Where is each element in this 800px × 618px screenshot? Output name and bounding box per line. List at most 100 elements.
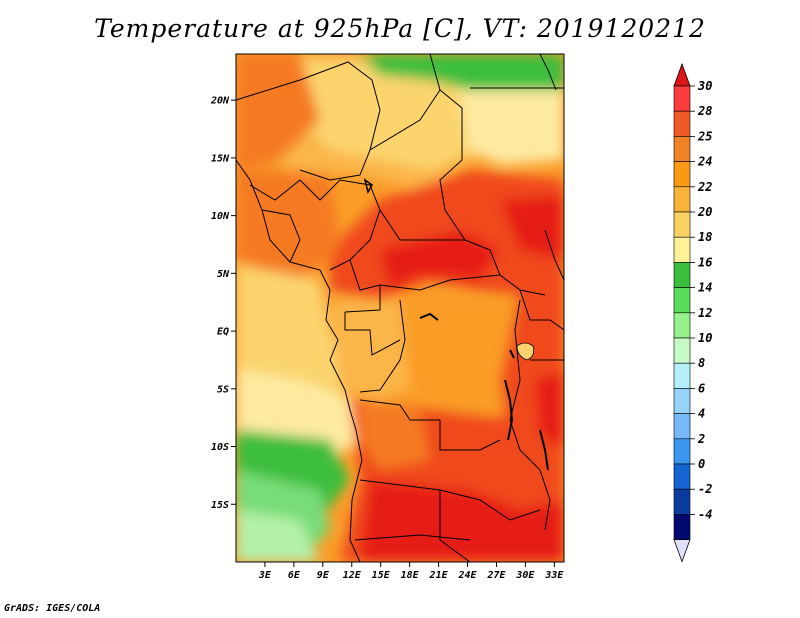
- colorbar-label: 18: [698, 230, 712, 244]
- lon-tick-label: 30E: [515, 570, 535, 581]
- lon-tick-label: 24E: [457, 570, 477, 581]
- border-congo-drc: [359, 299, 406, 393]
- colorbar-swatch: [673, 438, 691, 465]
- colorbar-swatch: [673, 337, 691, 364]
- lat-tick-label: 15N: [211, 153, 230, 164]
- lat-tick-label: 10N: [211, 211, 230, 222]
- country-borders: [236, 54, 564, 562]
- colorbar-swatch: [673, 287, 691, 314]
- colorbar-label: 22: [697, 180, 712, 194]
- colorbar-swatch: [673, 85, 691, 112]
- lat-tick-label: 5N: [217, 269, 230, 280]
- colorbar-swatch: [673, 463, 691, 490]
- colorbar-swatch: [673, 236, 691, 263]
- border-mozambique: [519, 449, 551, 531]
- colorbar-swatch: [673, 413, 691, 440]
- field-west-coast-orange: [236, 170, 340, 280]
- colorbar-label: 12: [698, 306, 712, 320]
- colorbar-swatch: [673, 362, 691, 389]
- colorbar-label: 20: [697, 205, 712, 219]
- field-nw-orange: [236, 54, 320, 170]
- lon-tick-label: 21E: [429, 570, 449, 581]
- colorbar-label: 14: [698, 281, 712, 295]
- lon-tick-label: 12E: [343, 570, 362, 581]
- field-libya-green: [360, 54, 564, 90]
- border-west-africa-1: [249, 179, 301, 201]
- colorbar-swatch: [673, 262, 691, 288]
- colorbar-label: 8: [698, 356, 705, 370]
- map-frame: [235, 53, 565, 563]
- lake-malawi: [539, 429, 549, 471]
- field-angola-orange: [360, 400, 430, 470]
- field-east-very-hot: [500, 195, 564, 260]
- border-car-drc: [379, 274, 501, 291]
- border-cameroon: [344, 259, 381, 313]
- lat-tick-label: 15S: [211, 500, 229, 511]
- border-angola-north: [359, 399, 440, 421]
- border-botswana: [439, 490, 471, 562]
- lon-tick-label: 9E: [317, 570, 330, 581]
- border-west-africa-2: [261, 209, 301, 263]
- map-title: Temperature at 925hPa [C], VT: 201912021…: [94, 14, 706, 43]
- border-angola-namibia: [359, 479, 441, 491]
- colorbar-bottom-arrow: [673, 539, 691, 563]
- lon-tick-label: 33E: [544, 570, 564, 581]
- lake-kivu: [509, 349, 515, 359]
- border-libya-chad: [429, 54, 463, 160]
- colorbar-swatch: [673, 388, 691, 414]
- border-drc-east: [509, 299, 521, 451]
- colorbar-swatch: [673, 136, 691, 162]
- colorbar-swatch: [673, 514, 691, 540]
- colorbar-label: 2: [697, 432, 705, 446]
- border-niger: [299, 89, 441, 181]
- border-ethiopia: [544, 229, 564, 281]
- coastline-west: [236, 159, 363, 562]
- red-sea-coast: [539, 54, 557, 91]
- colorbar-swatch: [673, 110, 691, 137]
- field-southern-africa-very-hot: [360, 480, 564, 562]
- lake-tanganyika: [504, 379, 514, 441]
- temperature-field: [236, 54, 564, 562]
- lat-tick-label: EQ: [217, 327, 229, 338]
- field-sahara-yellow: [300, 60, 480, 170]
- colorbar-swatch: [673, 211, 691, 238]
- field-ne-pale: [460, 85, 564, 165]
- colorbar-label: -4: [698, 507, 712, 521]
- lat-tick-label: 5S: [217, 384, 229, 395]
- field-central-very-hot: [380, 230, 500, 290]
- colorbar-swatch: [673, 186, 691, 213]
- lon-tick-label: 6E: [288, 570, 301, 581]
- colorbar-swatch: [673, 312, 691, 339]
- border-uganda-kenya: [519, 289, 564, 331]
- colorbar-label: 24: [697, 155, 712, 169]
- border-congo-gabon: [344, 312, 401, 356]
- border-sudan-chad: [439, 159, 466, 241]
- colorbar-label: 10: [698, 331, 712, 345]
- lat-axis: 20N 15N 10N 5N EQ 5S 10S 15S: [210, 96, 236, 511]
- border-algeria-mali: [236, 61, 381, 151]
- lon-tick-label: 3E: [258, 570, 272, 581]
- grads-credit: GrADS: IGES/COLA: [4, 603, 101, 614]
- lon-tick-label: 18E: [401, 570, 420, 581]
- field-east-africa-very-hot: [535, 370, 564, 450]
- border-angola-drc: [439, 420, 501, 451]
- border-zambia-zimbabwe: [439, 489, 541, 521]
- lake-chad: [363, 178, 373, 194]
- colorbar-label: 30: [697, 79, 712, 93]
- colorbar-swatch: [673, 161, 691, 188]
- colorbar-label: 25: [697, 129, 712, 143]
- lon-axis: 3E 6E 9E 12E 15E 18E 21E 24E 27E 30E 33E: [258, 562, 564, 581]
- field-atlantic-pale-green: [236, 510, 320, 562]
- lat-tick-label: 20N: [210, 96, 230, 107]
- colorbar-label: 16: [698, 255, 712, 269]
- lake-victoria: [516, 342, 535, 361]
- colorbar-label: 6: [698, 381, 705, 395]
- field-congo-orange: [400, 300, 520, 420]
- border-nigeria: [299, 179, 381, 271]
- lat-tick-label: 10S: [211, 442, 229, 453]
- border-south: [354, 534, 471, 541]
- river-congo: [419, 312, 439, 321]
- colorbar-top-arrow: [673, 62, 691, 87]
